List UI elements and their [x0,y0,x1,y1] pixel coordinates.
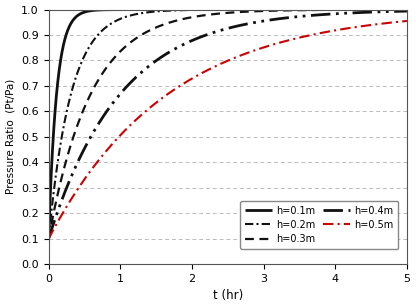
Y-axis label: Pressure Ratio  (Pt/Pa): Pressure Ratio (Pt/Pa) [5,79,15,194]
h=0.4m [108,104,113,108]
h=0.2m [199,8,204,12]
h=0.1m [398,8,403,11]
h=0.2m [404,8,409,11]
h=0.4m [183,41,188,45]
h=0.3m [183,17,188,20]
h=0.5m [46,237,51,241]
h=0.2m [46,237,51,241]
Legend: h=0.1m, h=0.2m, h=0.3m, h=0.4m, h=0.5m: h=0.1m, h=0.2m, h=0.3m, h=0.4m, h=0.5m [240,201,399,249]
h=0.3m [397,8,402,11]
h=0.2m [183,8,188,12]
h=0.5m [108,144,113,148]
Line: h=0.3m: h=0.3m [49,10,407,239]
h=0.1m [404,8,409,11]
h=0.3m [87,95,92,98]
h=0.1m [344,8,349,11]
h=0.4m [359,11,364,14]
h=0.1m [183,8,188,11]
h=0.4m [46,237,51,241]
h=0.2m [87,45,92,48]
Line: h=0.4m: h=0.4m [49,11,407,239]
h=0.1m [199,8,204,11]
h=0.1m [87,9,92,13]
h=0.1m [359,8,364,11]
h=0.2m [359,8,364,11]
h=0.1m [108,8,113,11]
h=0.3m [108,60,113,64]
h=0.3m [404,8,409,11]
h=0.5m [397,20,402,23]
h=0.4m [87,137,92,141]
h=0.3m [359,8,364,11]
h=0.5m [183,80,188,84]
h=0.5m [359,24,364,28]
h=0.5m [87,170,92,174]
h=0.1m [46,237,51,241]
h=0.3m [199,14,204,18]
h=0.3m [46,237,51,241]
h=0.4m [199,35,204,38]
X-axis label: t (hr): t (hr) [213,290,243,302]
h=0.5m [404,19,409,23]
h=0.4m [397,10,402,13]
Line: h=0.1m: h=0.1m [49,10,407,239]
Line: h=0.2m: h=0.2m [49,10,407,239]
h=0.5m [199,71,204,75]
Line: h=0.5m: h=0.5m [49,21,407,239]
h=0.4m [404,9,409,13]
h=0.2m [108,22,113,26]
h=0.2m [397,8,402,11]
